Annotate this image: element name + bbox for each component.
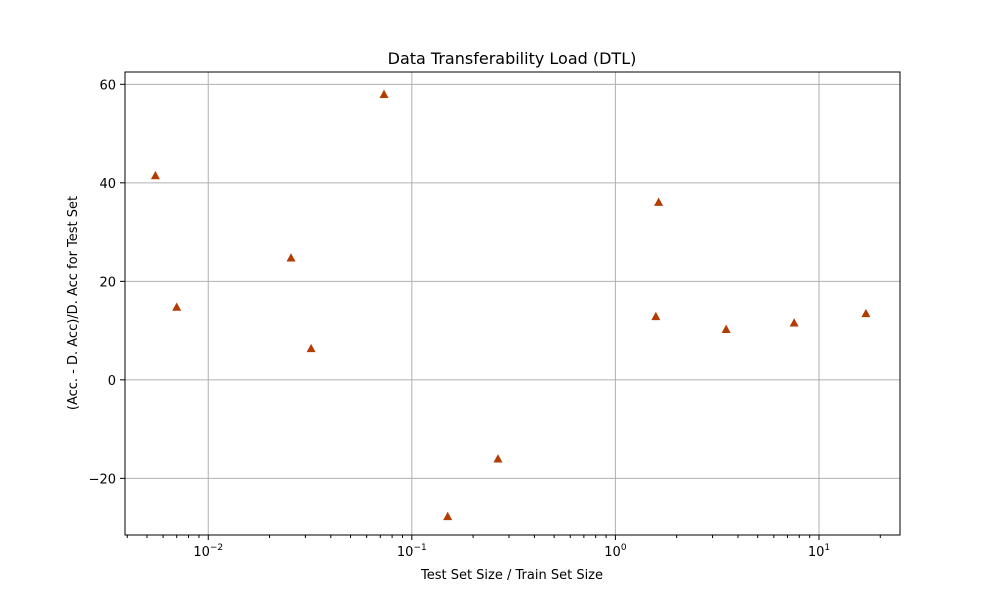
plot-frame — [124, 71, 901, 536]
data-point — [861, 308, 871, 318]
data-point — [651, 311, 661, 321]
y-tick-label: 60 — [99, 78, 116, 93]
y-tick-label: 40 — [99, 177, 116, 192]
data-point — [493, 454, 503, 463]
data-points — [150, 89, 871, 521]
x-tick-label: 100 — [604, 543, 627, 560]
y-tick-label: 20 — [99, 275, 116, 290]
data-point — [789, 318, 799, 327]
data-point — [721, 324, 731, 333]
data-point — [379, 89, 389, 98]
data-point — [306, 343, 316, 353]
y-axis-label: (Acc. - D. Acc)/D. Acc for Test Set — [66, 196, 81, 410]
data-point — [654, 197, 664, 206]
y-tick-label: 0 — [108, 374, 116, 389]
x-tick-label: 10−2 — [193, 543, 223, 560]
chart-title: Data Transferability Load (DTL) — [388, 49, 637, 68]
data-point — [172, 302, 182, 311]
y-tick-label: −20 — [89, 472, 116, 487]
data-point — [443, 511, 453, 521]
x-axis-label: Test Set Size / Train Set Size — [420, 568, 603, 583]
grid-lines — [125, 72, 900, 535]
data-point — [286, 253, 296, 262]
axis-ticks: 10−2 10−1 100 101 −20 0 20 40 60 — [89, 78, 831, 560]
data-point — [150, 170, 160, 180]
x-tick-label: 10−1 — [397, 543, 427, 560]
x-tick-label: 101 — [808, 543, 830, 560]
